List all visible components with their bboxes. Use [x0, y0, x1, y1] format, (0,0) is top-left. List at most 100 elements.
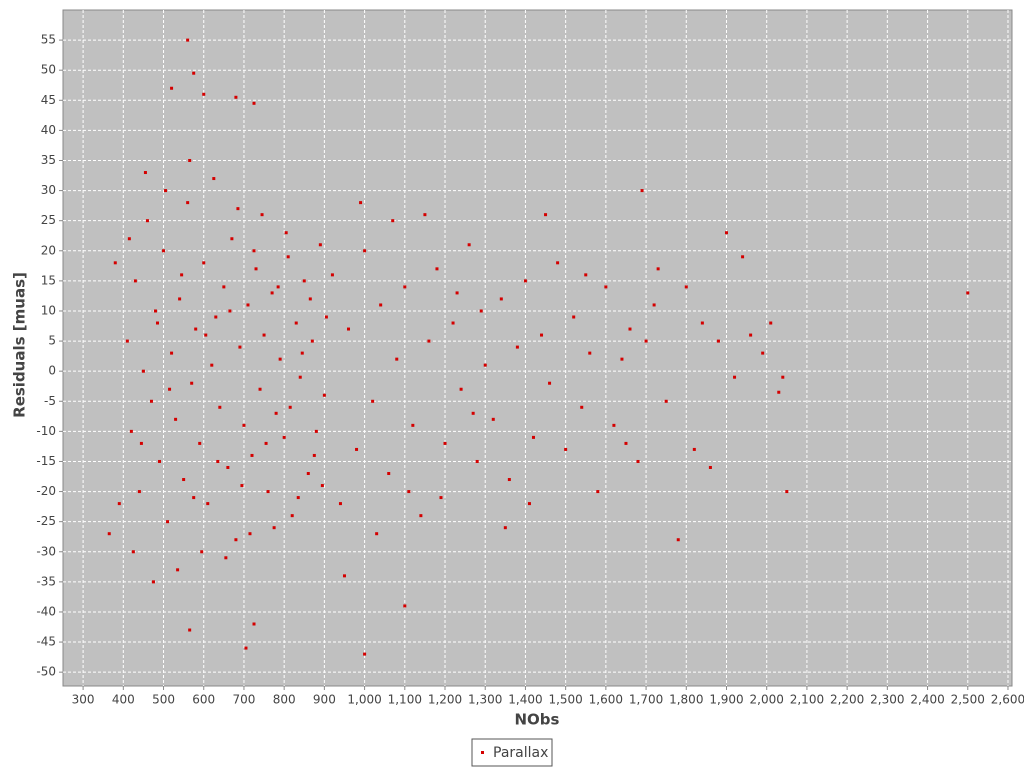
- point: [338, 502, 342, 506]
- y-tick-label: -10: [36, 424, 56, 438]
- x-tick-label: 900: [313, 693, 336, 707]
- point: [186, 38, 190, 42]
- point: [527, 502, 531, 506]
- point: [379, 303, 383, 307]
- x-tick-label: 300: [72, 693, 95, 707]
- point: [676, 538, 680, 542]
- point: [222, 285, 226, 289]
- x-tick-label: 2,600: [991, 693, 1024, 707]
- point: [300, 351, 304, 355]
- point: [188, 628, 192, 632]
- point: [475, 459, 479, 463]
- point: [359, 201, 363, 205]
- point: [210, 363, 214, 367]
- point: [248, 532, 252, 536]
- y-tick-label: -40: [36, 604, 56, 618]
- point: [190, 381, 194, 385]
- point: [540, 333, 544, 337]
- point: [244, 646, 248, 650]
- point: [151, 580, 155, 584]
- x-tick-label: 1,900: [709, 693, 743, 707]
- x-tick-label: 400: [112, 693, 135, 707]
- point: [129, 429, 133, 433]
- point: [324, 315, 328, 319]
- point: [284, 231, 288, 235]
- point: [141, 369, 145, 373]
- point: [176, 568, 180, 572]
- point: [164, 189, 168, 193]
- point: [781, 375, 785, 379]
- point: [212, 177, 216, 181]
- point: [153, 309, 157, 313]
- point: [515, 345, 519, 349]
- point: [218, 405, 222, 409]
- x-tick-label: 1,700: [629, 693, 663, 707]
- point: [186, 201, 190, 205]
- point: [459, 387, 463, 391]
- point: [276, 285, 280, 289]
- point: [236, 207, 240, 211]
- point: [188, 158, 192, 162]
- point: [166, 520, 170, 524]
- point: [302, 279, 306, 283]
- point: [308, 297, 312, 301]
- legend-label: Parallax: [493, 745, 548, 761]
- grid: [63, 10, 1012, 686]
- point: [423, 213, 427, 217]
- y-tick-label: 40: [41, 123, 56, 137]
- point: [216, 459, 220, 463]
- point: [391, 219, 395, 223]
- point: [451, 321, 455, 325]
- point: [471, 411, 475, 415]
- point: [483, 363, 487, 367]
- point: [624, 441, 628, 445]
- point: [254, 267, 258, 271]
- x-tick-label: 600: [192, 693, 215, 707]
- point: [612, 423, 616, 427]
- point: [777, 390, 781, 394]
- point: [250, 453, 254, 457]
- x-tick-label: 1,500: [548, 693, 582, 707]
- point: [246, 303, 250, 307]
- point: [262, 333, 266, 337]
- point: [238, 345, 242, 349]
- point: [306, 472, 310, 476]
- ticks: 300 400 500 600 700 800 900 1,000 1,100 1,200 1,30…: [36, 33, 1024, 707]
- y-tick-label: -30: [36, 544, 56, 558]
- point: [224, 556, 228, 560]
- x-tick-label: 1,300: [468, 693, 502, 707]
- point: [640, 189, 644, 193]
- x-tick-label: 1,100: [388, 693, 422, 707]
- point: [580, 405, 584, 409]
- y-tick-label: -25: [36, 514, 56, 528]
- point: [226, 465, 230, 469]
- x-tick-label: 2,000: [750, 693, 784, 707]
- point: [439, 496, 443, 500]
- point: [785, 490, 789, 494]
- point: [234, 95, 238, 99]
- point: [310, 339, 314, 343]
- point: [117, 502, 121, 506]
- point: [966, 291, 970, 295]
- point: [395, 357, 399, 361]
- x-tick-label: 1,000: [347, 693, 381, 707]
- point: [652, 303, 656, 307]
- point: [288, 405, 292, 409]
- point: [170, 351, 174, 355]
- point: [628, 327, 632, 331]
- point: [403, 285, 407, 289]
- point: [127, 237, 131, 241]
- point: [286, 255, 290, 259]
- point: [769, 321, 773, 325]
- point: [467, 243, 471, 247]
- point: [178, 297, 182, 301]
- point: [724, 231, 728, 235]
- plot-area: [62, 9, 1013, 687]
- point: [491, 417, 495, 421]
- y-tick-label: -50: [36, 665, 56, 679]
- point: [200, 550, 204, 554]
- point: [170, 86, 174, 90]
- point: [716, 339, 720, 343]
- point: [318, 243, 322, 247]
- point: [125, 339, 129, 343]
